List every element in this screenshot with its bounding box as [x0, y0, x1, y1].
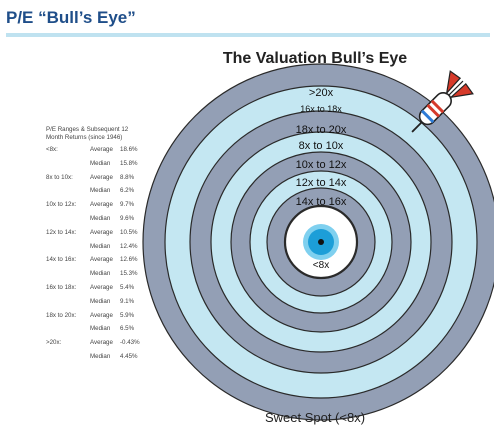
ring-label: >20x — [309, 87, 334, 99]
stat-label: Median — [90, 270, 111, 278]
return-value: 6.2% — [120, 187, 135, 195]
stat-label: Average — [90, 283, 113, 291]
range-label: 8x to 10x: — [46, 173, 73, 181]
stat-label: Average — [90, 173, 113, 181]
range-label: >20x: — [46, 339, 62, 347]
ring-label: <8x — [313, 260, 329, 271]
ring-label: 16x to 18x — [300, 104, 342, 114]
dart-tip — [411, 121, 423, 133]
return-value: 8.8% — [120, 173, 135, 181]
ring-label: 10x to 12x — [296, 159, 347, 171]
ring-label: 18x to 20x — [296, 124, 347, 136]
range-label: 10x to 12x: — [46, 201, 77, 209]
table-row: 12x to 14x: Average 10.5% — [46, 229, 186, 243]
range-label: 12x to 14x: — [46, 228, 77, 236]
table-row: 10x to 12x: Average 9.7% — [46, 201, 186, 215]
sweet-spot-caption: Sweet Spot (<8x) — [264, 410, 366, 425]
stat-label: Median — [90, 352, 111, 360]
return-value: 18.6% — [120, 146, 138, 153]
table-header-line: Month Returns (since 1946) — [46, 134, 123, 141]
return-value: 12.6% — [120, 256, 138, 264]
table-row: Median 6.2% — [46, 187, 186, 201]
table-row: Median 9.6% — [46, 215, 186, 229]
return-value: 10.5% — [120, 228, 138, 236]
ring-label: 14x to 16x — [296, 196, 347, 208]
table-row: Median 9.1% — [46, 298, 186, 312]
ring-label: 12x to 14x — [296, 177, 347, 189]
stat-label: Average — [90, 228, 113, 236]
stat-label: Median — [90, 325, 111, 333]
return-value: 9.7% — [120, 201, 135, 209]
return-value: 15.3% — [120, 270, 138, 278]
stat-label: Median — [90, 297, 111, 305]
table-row: 16x to 18x: Average 5.4% — [46, 284, 186, 298]
return-value: 6.5% — [120, 325, 135, 333]
table-header: P/E Ranges & Subsequent 12 Month Returns… — [46, 126, 186, 142]
title-underline — [6, 33, 490, 37]
return-value: 4.45% — [120, 352, 138, 360]
range-label: 14x to 16x: — [46, 256, 77, 264]
table-row: Median 4.45% — [46, 353, 186, 367]
range-label: <8x: — [46, 146, 58, 153]
returns-table: P/E Ranges & Subsequent 12 Month Returns… — [46, 126, 186, 367]
return-value: -0.43% — [120, 339, 140, 347]
return-value: 9.6% — [120, 214, 135, 222]
stat-label: Average — [90, 146, 113, 153]
dart-flight — [449, 82, 474, 99]
stat-label: Average — [90, 339, 113, 347]
stat-label: Average — [90, 256, 113, 264]
page-title: P/E “Bull’s Eye” — [6, 8, 136, 27]
return-value: 5.9% — [120, 311, 135, 319]
table-row: >20x: Average -0.43% — [46, 339, 186, 353]
stat-label: Median — [90, 214, 111, 222]
stat-label: Median — [90, 187, 111, 195]
table-row: 14x to 16x: Average 12.6% — [46, 256, 186, 270]
table-row: 18x to 20x: Average 5.9% — [46, 312, 186, 326]
ring-label: 8x to 10x — [299, 140, 344, 152]
stat-label: Median — [90, 242, 111, 250]
range-label: 18x to 20x: — [46, 311, 77, 319]
center-point — [318, 239, 324, 245]
table-row: Median 6.5% — [46, 325, 186, 339]
return-value: 15.8% — [120, 159, 138, 167]
dart-icon — [411, 70, 474, 133]
return-value: 12.4% — [120, 242, 138, 250]
diagram-title: The Valuation Bull’s Eye — [222, 50, 408, 67]
stat-label: Median — [90, 159, 111, 167]
return-value: 5.4% — [120, 283, 135, 291]
table-row: Median 15.8% — [46, 160, 186, 174]
stat-label: Average — [90, 311, 113, 319]
dart-flight — [445, 70, 462, 95]
table-header-line: P/E Ranges & Subsequent 12 — [46, 126, 129, 133]
range-label: 16x to 18x: — [46, 283, 77, 291]
stat-label: Average — [90, 201, 113, 209]
table-row: Median 15.3% — [46, 270, 186, 284]
return-value: 9.1% — [120, 297, 135, 305]
table-row: 8x to 10x: Average 8.8% — [46, 174, 186, 188]
table-row: <8x: Average 18.6% — [46, 146, 186, 160]
table-row: Median 12.4% — [46, 243, 186, 257]
